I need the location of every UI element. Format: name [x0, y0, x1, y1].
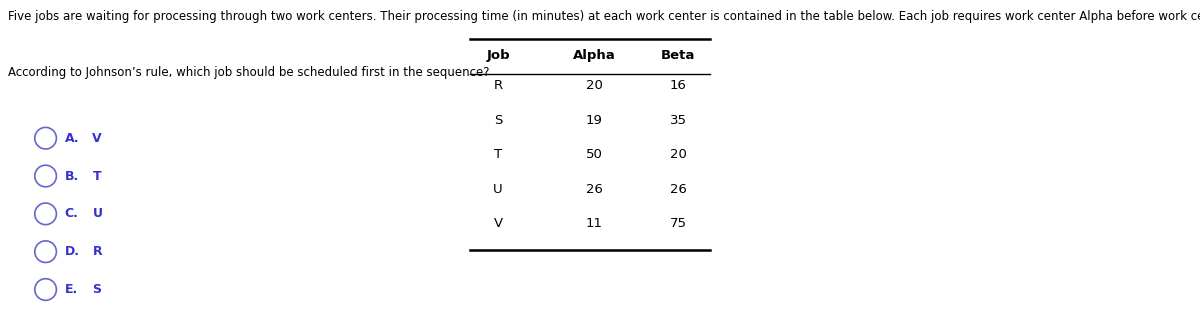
- Text: U: U: [92, 207, 102, 220]
- Text: 26: 26: [670, 183, 686, 196]
- Text: 20: 20: [586, 79, 602, 92]
- Text: Alpha: Alpha: [572, 49, 616, 63]
- Text: T: T: [92, 169, 101, 183]
- Text: R: R: [92, 245, 102, 258]
- Text: 50: 50: [586, 148, 602, 161]
- Text: Job: Job: [486, 49, 510, 63]
- Text: U: U: [493, 183, 503, 196]
- Text: 35: 35: [670, 114, 686, 127]
- Text: 19: 19: [586, 114, 602, 127]
- Text: R: R: [493, 79, 503, 92]
- Text: A.: A.: [65, 132, 79, 145]
- Text: 16: 16: [670, 79, 686, 92]
- Text: S: S: [494, 114, 502, 127]
- Text: 11: 11: [586, 217, 602, 230]
- Text: 26: 26: [586, 183, 602, 196]
- Text: S: S: [92, 283, 101, 296]
- Text: According to Johnson’s rule, which job should be scheduled first in the sequence: According to Johnson’s rule, which job s…: [8, 66, 490, 79]
- Text: V: V: [92, 132, 102, 145]
- Text: D.: D.: [65, 245, 79, 258]
- Text: Five jobs are waiting for processing through two work centers. Their processing : Five jobs are waiting for processing thr…: [8, 10, 1200, 23]
- Text: V: V: [493, 217, 503, 230]
- Text: T: T: [494, 148, 502, 161]
- Text: C.: C.: [65, 207, 79, 220]
- Text: E.: E.: [65, 283, 78, 296]
- Text: B.: B.: [65, 169, 79, 183]
- Text: 75: 75: [670, 217, 686, 230]
- Text: Beta: Beta: [661, 49, 695, 63]
- Text: 20: 20: [670, 148, 686, 161]
